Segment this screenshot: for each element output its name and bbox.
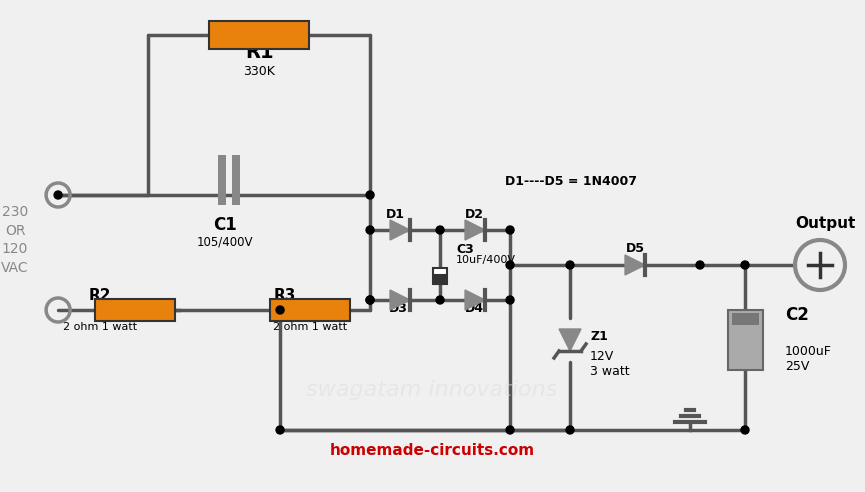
Circle shape [366, 226, 374, 234]
Circle shape [276, 426, 284, 434]
Text: D1: D1 [386, 208, 405, 221]
Bar [270, 299, 350, 321]
Text: 2 ohm 1 watt: 2 ohm 1 watt [273, 322, 347, 332]
Text: 12V: 12V [590, 350, 614, 363]
Polygon shape [390, 290, 410, 310]
Text: R3: R3 [274, 288, 296, 303]
Bar [732, 313, 759, 325]
Bar [433, 268, 447, 275]
Circle shape [696, 261, 704, 269]
Circle shape [436, 296, 444, 304]
Text: R1: R1 [245, 43, 273, 62]
Circle shape [741, 261, 749, 269]
Circle shape [506, 226, 514, 234]
Text: D1----D5 = 1N4007: D1----D5 = 1N4007 [505, 175, 637, 188]
Text: Z1: Z1 [590, 330, 608, 343]
Text: 330K: 330K [243, 65, 275, 78]
Polygon shape [390, 220, 410, 240]
Polygon shape [625, 255, 645, 275]
Text: R2: R2 [89, 288, 112, 303]
Text: swagatam innovations: swagatam innovations [306, 380, 558, 400]
Bar [209, 21, 309, 49]
Text: 3 watt: 3 watt [590, 365, 630, 378]
Circle shape [566, 426, 574, 434]
Bar [95, 299, 175, 321]
Text: 25V: 25V [785, 360, 810, 373]
Bar [727, 310, 763, 370]
Circle shape [276, 306, 284, 314]
Text: 1000uF: 1000uF [785, 345, 832, 358]
Circle shape [506, 296, 514, 304]
Text: Output: Output [795, 216, 855, 231]
Text: 230
OR
120
VAC: 230 OR 120 VAC [1, 205, 29, 275]
Text: C3: C3 [456, 243, 474, 256]
Circle shape [741, 426, 749, 434]
Text: 10uF/400V: 10uF/400V [456, 255, 516, 265]
Circle shape [54, 191, 62, 199]
Polygon shape [465, 220, 485, 240]
Bar [218, 155, 226, 205]
Circle shape [566, 261, 574, 269]
Text: D5: D5 [625, 242, 644, 255]
Circle shape [366, 296, 374, 304]
Bar [232, 155, 240, 205]
Text: 2 ohm 1 watt: 2 ohm 1 watt [63, 322, 138, 332]
Circle shape [436, 226, 444, 234]
Circle shape [506, 261, 514, 269]
Text: D2: D2 [465, 208, 484, 221]
Circle shape [366, 296, 374, 304]
Circle shape [366, 191, 374, 199]
Text: 105/400V: 105/400V [197, 235, 253, 248]
Bar [433, 277, 447, 284]
Text: D4: D4 [465, 302, 484, 315]
Circle shape [506, 426, 514, 434]
Polygon shape [559, 329, 581, 351]
Text: C1: C1 [213, 216, 237, 234]
Text: C2: C2 [785, 306, 809, 324]
Text: homemade-circuits.com: homemade-circuits.com [330, 443, 535, 458]
Text: D3: D3 [388, 302, 407, 315]
Polygon shape [465, 290, 485, 310]
